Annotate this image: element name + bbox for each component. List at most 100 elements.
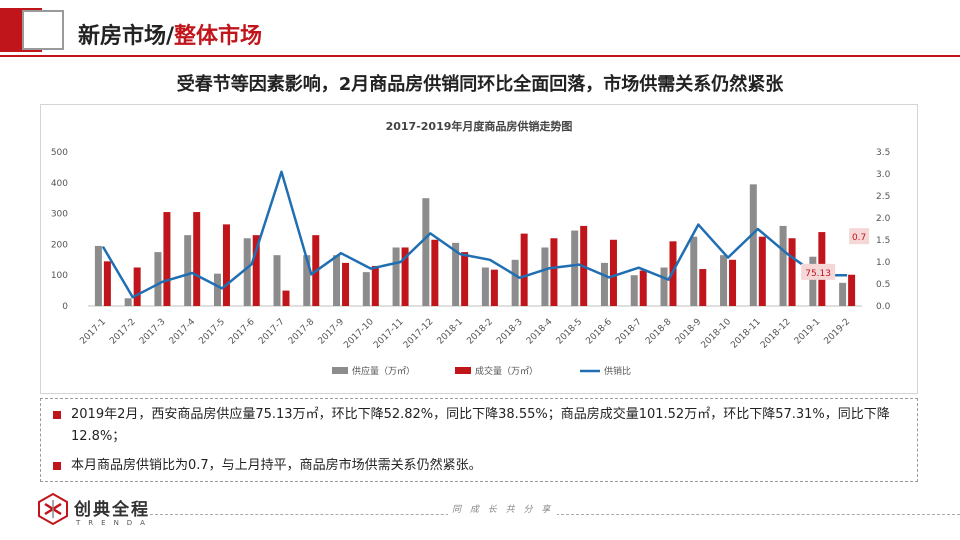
notes-box: 2019年2月，西安商品房供应量75.13万㎡，环比下降52.82%，同比下降3… xyxy=(40,398,918,482)
x-tick-label: 2017-11 xyxy=(372,317,406,351)
x-tick-label: 2017-8 xyxy=(287,317,317,347)
supply-bar xyxy=(630,275,638,306)
sales-bar xyxy=(133,267,141,306)
supply-bar xyxy=(839,282,847,306)
y-left-tick-label: 0 xyxy=(62,302,68,312)
supply-bar xyxy=(809,256,817,306)
x-tick-label: 2017-4 xyxy=(168,317,198,347)
sales-bar xyxy=(163,212,171,306)
page-title-main: 新房市场/ xyxy=(78,24,175,49)
x-tick-label: 2018-11 xyxy=(729,317,763,351)
x-tick-label: 2019-2 xyxy=(823,317,853,347)
sales-bar xyxy=(699,269,707,306)
supply-bar xyxy=(422,198,430,306)
x-tick-label: 2018-9 xyxy=(674,317,704,347)
sales-bar xyxy=(222,224,230,306)
legend-ratio-label: 供销比 xyxy=(604,365,631,377)
x-tick-label: 2018-4 xyxy=(525,317,555,347)
supply-bar xyxy=(303,255,311,306)
supply-bar xyxy=(362,272,370,306)
y-left-tick-label: 100 xyxy=(51,271,68,281)
sales-bar xyxy=(848,274,856,306)
supply-bar xyxy=(541,247,549,306)
page-title: 新房市场/整体市场 xyxy=(78,18,262,50)
supply-bar xyxy=(154,252,162,306)
bullet-icon xyxy=(53,411,61,419)
x-tick-label: 2017-6 xyxy=(227,317,257,347)
header-divider xyxy=(0,55,960,57)
supply-bar xyxy=(333,255,341,306)
note-text: 2019年2月，西安商品房供应量75.13万㎡，环比下降52.82%，同比下降3… xyxy=(71,407,890,444)
y-right-tick-label: 2.0 xyxy=(876,214,891,224)
sales-bar xyxy=(550,238,558,306)
supply-bar xyxy=(124,298,132,306)
x-tick-label: 2017-5 xyxy=(197,317,227,347)
supply-bar xyxy=(94,245,102,306)
x-tick-label: 2018-12 xyxy=(759,317,793,351)
x-tick-label: 2018-5 xyxy=(555,317,585,347)
supply-bar xyxy=(481,267,489,306)
x-tick-label: 2017-1 xyxy=(78,317,108,347)
sales-bar xyxy=(788,238,796,306)
y-left-tick-label: 300 xyxy=(51,210,68,220)
sales-bar xyxy=(103,261,111,306)
x-tick-label: 2017-3 xyxy=(138,317,168,347)
y-right-tick-label: 1.5 xyxy=(876,236,890,246)
brand-logo-icon xyxy=(38,492,68,526)
supply-annotation-label: 75.13 xyxy=(805,269,831,279)
supply-annotation-bg xyxy=(801,263,836,280)
supply-bar xyxy=(690,236,698,306)
brand-name-en: TRENDA xyxy=(76,519,153,527)
supply-bar xyxy=(213,273,221,306)
sales-bar xyxy=(371,265,379,306)
brand-slogan: 同 成 长 共 分 享 xyxy=(448,502,558,515)
x-tick-label: 2018-3 xyxy=(495,317,525,347)
x-tick-label: 2019-1 xyxy=(793,317,823,347)
sales-bar xyxy=(342,262,350,306)
x-tick-label: 2018-6 xyxy=(584,317,614,347)
x-tick-label: 2017-9 xyxy=(317,317,347,347)
page-title-accent: 整体市场 xyxy=(174,24,263,49)
sales-bar xyxy=(520,233,528,306)
note-item-supply-sales: 2019年2月，西安商品房供应量75.13万㎡，环比下降52.82%，同比下降3… xyxy=(53,404,907,448)
sales-bar xyxy=(282,290,290,306)
header-decor-frame xyxy=(22,10,64,50)
supply-bar xyxy=(749,184,757,306)
note-item-ratio: 本月商品房供销比为0.7，与上月持平，商品房市场供需关系仍然紧张。 xyxy=(53,455,907,477)
sales-bar xyxy=(431,239,439,306)
legend-sales-label: 成交量（万㎡） xyxy=(475,365,538,377)
x-tick-label: 2017-2 xyxy=(108,317,138,347)
ratio-annotation-bg xyxy=(849,228,870,245)
x-tick-label: 2018-10 xyxy=(699,317,733,351)
chart-title: 2017-2019年月度商品房供销走势图 xyxy=(386,119,573,133)
sales-bar xyxy=(401,247,409,306)
sales-bar xyxy=(193,212,201,306)
y-right-tick-label: 0.0 xyxy=(876,302,891,312)
x-tick-label: 2017-12 xyxy=(402,317,436,351)
y-left-tick-label: 400 xyxy=(51,179,68,189)
sales-bar xyxy=(490,269,498,306)
supply-bar xyxy=(452,242,460,306)
supply-bar xyxy=(720,255,728,306)
y-right-tick-label: 0.5 xyxy=(876,280,890,290)
y-left-tick-label: 200 xyxy=(51,240,68,250)
legend-supply-swatch xyxy=(332,367,348,374)
y-right-tick-label: 1.0 xyxy=(876,258,891,268)
sales-bar xyxy=(758,236,766,306)
note-text: 本月商品房供销比为0.7，与上月持平，商品房市场供需关系仍然紧张。 xyxy=(71,458,482,473)
y-right-tick-label: 3.5 xyxy=(876,148,890,158)
supply-bar xyxy=(184,235,192,306)
supply-bar xyxy=(660,267,668,306)
bullet-icon xyxy=(53,462,61,470)
x-tick-label: 2017-10 xyxy=(342,317,376,351)
supply-bar xyxy=(511,259,519,306)
y-left-tick-label: 500 xyxy=(51,148,68,158)
legend-sales-swatch xyxy=(455,367,471,374)
x-tick-label: 2018-8 xyxy=(644,317,674,347)
sales-bar xyxy=(461,252,469,306)
supply-sales-chart: 2017-2019年月度商品房供销走势图 0 100 200 300 400 500 0.0 0… xyxy=(51,119,891,377)
x-tick-label: 2018-7 xyxy=(614,317,644,347)
x-tick-label: 2018-2 xyxy=(465,317,495,347)
x-tick-label: 2017-7 xyxy=(257,317,287,347)
supply-bar xyxy=(779,225,787,306)
